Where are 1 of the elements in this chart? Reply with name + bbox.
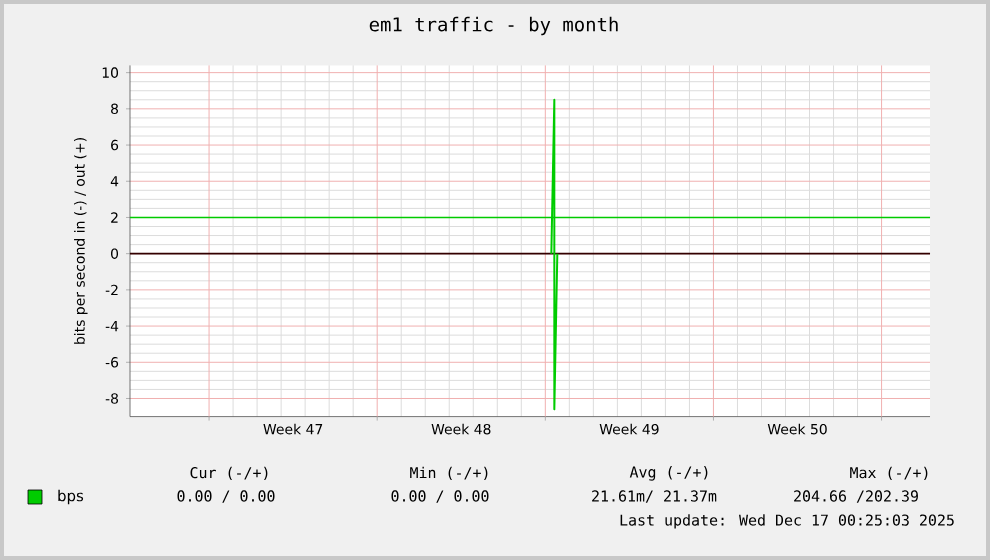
chart-title: em1 traffic - by month bbox=[369, 16, 618, 36]
